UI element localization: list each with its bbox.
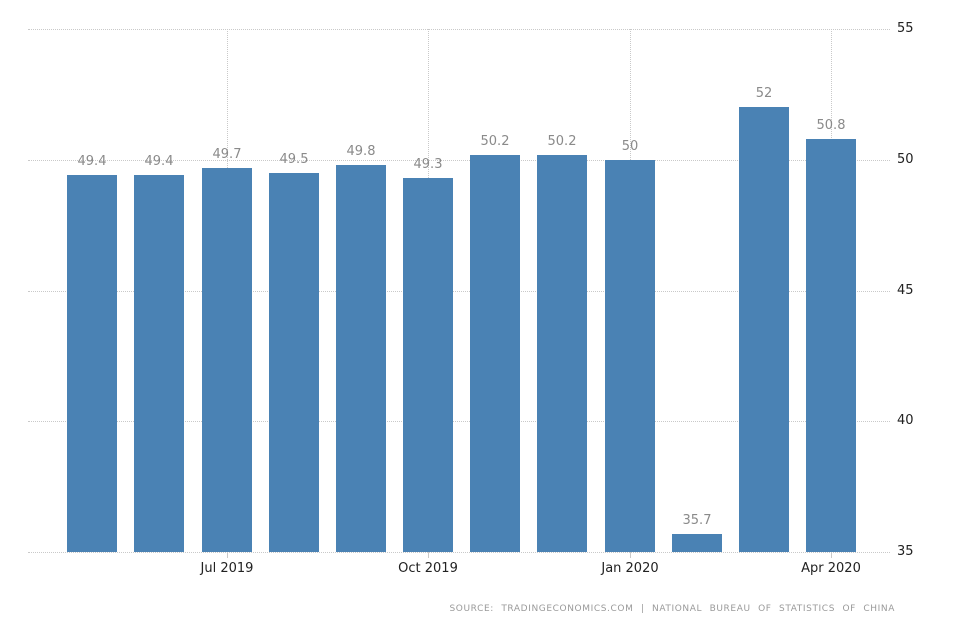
bar-value-label: 35.7: [682, 513, 712, 528]
x-axis-tick-mark: [428, 552, 429, 558]
bar[interactable]: [605, 160, 655, 552]
x-axis-tick-mark: [227, 552, 228, 558]
x-axis-tick-mark: [630, 552, 631, 558]
horizontal-gridline: [28, 291, 890, 292]
bar-value-label: 49.3: [413, 157, 443, 172]
bar-value-label: 50: [621, 139, 639, 154]
x-axis-tick-mark: [831, 552, 832, 558]
bar[interactable]: [470, 155, 520, 552]
bar-value-label: 49.5: [279, 152, 309, 167]
y-axis-tick-label: 45: [897, 283, 914, 298]
horizontal-gridline: [28, 421, 890, 422]
bar[interactable]: [336, 165, 386, 552]
bar[interactable]: [403, 178, 453, 552]
bar[interactable]: [134, 175, 184, 552]
bar[interactable]: [537, 155, 587, 552]
bar[interactable]: [739, 107, 789, 552]
horizontal-gridline: [28, 552, 890, 553]
x-axis-tick-label: Jul 2019: [200, 561, 254, 576]
x-axis-tick-label: Oct 2019: [398, 561, 458, 576]
y-axis-tick-label: 40: [897, 413, 914, 428]
bar-value-label: 49.4: [77, 154, 107, 169]
bar[interactable]: [672, 534, 722, 552]
bar-value-label: 50.8: [816, 118, 846, 133]
bar[interactable]: [67, 175, 117, 552]
bar-value-label: 50.2: [480, 134, 510, 149]
bar-value-label: 50.2: [547, 134, 577, 149]
y-axis-tick-label: 35: [897, 544, 914, 559]
x-axis-tick-label: Apr 2020: [801, 561, 861, 576]
bar-value-label: 49.7: [212, 147, 242, 162]
horizontal-gridline: [28, 160, 890, 161]
x-axis-tick-label: Jan 2020: [601, 561, 659, 576]
bar[interactable]: [806, 139, 856, 552]
horizontal-gridline: [28, 29, 890, 30]
bar-value-label: 49.8: [346, 144, 376, 159]
bar[interactable]: [202, 168, 252, 552]
bar-value-label: 49.4: [144, 154, 174, 169]
bar[interactable]: [269, 173, 319, 552]
y-axis-tick-label: 50: [897, 152, 914, 167]
source-attribution: SOURCE: TRADINGECONOMICS.COM | NATIONAL …: [449, 604, 895, 614]
bar-value-label: 52: [755, 86, 773, 101]
y-axis-tick-label: 55: [897, 21, 914, 36]
